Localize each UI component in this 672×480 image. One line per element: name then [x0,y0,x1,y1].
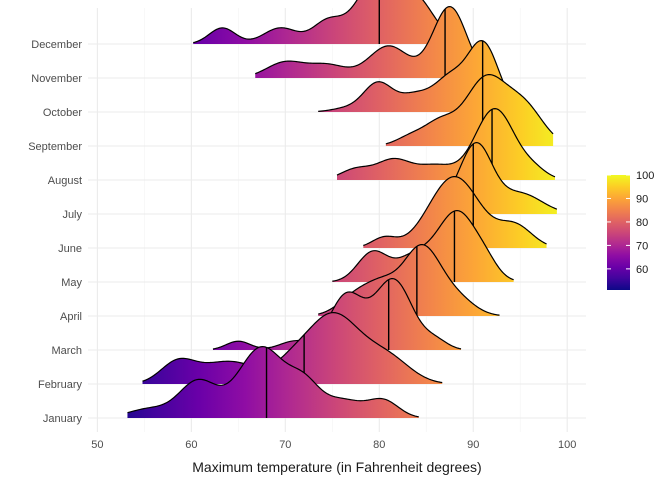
x-tick-label: 90 [467,439,479,451]
ridge-december [193,0,465,44]
y-tick-label: February [38,379,83,391]
ridge-outline [142,312,443,384]
y-tick-label: January [43,413,83,425]
colorbar-label: 60 [636,264,648,276]
ridge-outline [385,74,554,145]
x-tick-label: 80 [373,439,385,451]
y-tick-label: April [60,311,82,323]
y-tick-label: May [61,277,82,289]
ridge-january [127,346,419,418]
ridge-november [255,6,484,79]
colorbar [607,175,630,290]
x-axis: 50 60 70 80 90 100 [91,439,576,451]
ridge-outline [212,278,462,350]
colorbar-label: 70 [636,240,648,252]
y-tick-label: September [28,141,82,153]
y-tick-label: June [58,243,82,255]
ridge-fill [142,312,443,384]
ridge-fill [127,346,419,418]
color-legend: 60 70 80 90 100 [607,170,654,290]
y-tick-label: December [31,39,82,51]
ridge-outline [363,176,547,247]
ridge-fill [337,108,555,180]
x-tick-label: 50 [91,439,103,451]
y-tick-label: March [51,345,82,357]
y-tick-label: July [62,209,82,221]
ridge-fill [193,0,465,44]
ridge-outline [127,346,419,418]
colorbar-label: 90 [636,193,648,205]
x-axis-title: Maximum temperature (in Fahrenheit degre… [192,459,481,475]
y-tick-label: November [31,73,82,85]
x-tick-label: 100 [558,439,576,451]
y-tick-label: August [48,175,82,187]
x-tick-label: 60 [185,439,197,451]
colorbar-label: 80 [636,217,648,229]
ridge-outline [318,40,521,112]
y-axis: January February March April May June July Augu… [28,39,82,425]
y-tick-label: October [43,107,82,119]
x-tick-label: 70 [279,439,291,451]
colorbar-label: 100 [636,170,654,182]
ridge-outline [336,108,556,178]
ridge-outline [193,0,465,44]
ridge-fill [255,6,483,79]
ridges [127,0,558,418]
